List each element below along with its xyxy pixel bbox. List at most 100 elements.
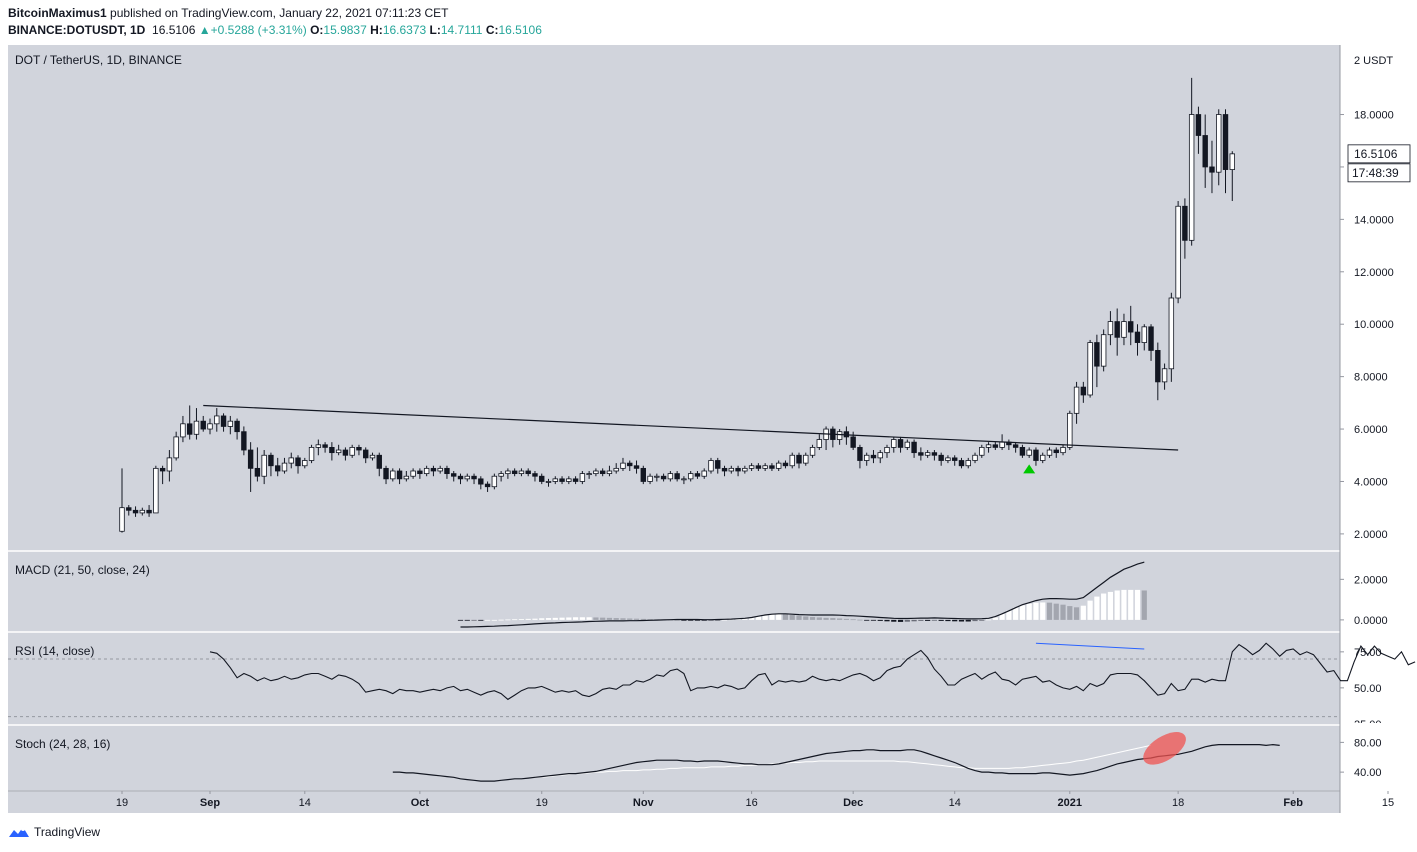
candle-body [545, 481, 552, 483]
candle [552, 476, 558, 485]
candle [1060, 444, 1066, 456]
candle-body [342, 449, 349, 456]
candle-body [979, 446, 985, 456]
brand-name: TradingView [34, 825, 101, 839]
macd-histogram-bar [457, 619, 464, 621]
macd-histogram-bar [1053, 603, 1059, 620]
candle [864, 452, 870, 466]
candle [423, 465, 430, 477]
candle-body [396, 470, 403, 480]
candle [322, 442, 328, 453]
candle-body [1175, 205, 1181, 299]
candle [329, 442, 335, 461]
macd-histogram-bar [803, 616, 809, 620]
candle [904, 439, 911, 451]
candle-body [579, 473, 586, 482]
candle-body [234, 420, 240, 433]
time-tick-label: 15 [1382, 797, 1394, 809]
candle [809, 444, 816, 458]
candle [227, 415, 234, 435]
candle-body [1100, 334, 1107, 367]
candle-body [349, 446, 355, 456]
candle-body [742, 467, 748, 472]
candle [782, 460, 789, 469]
macd-histogram-bar [870, 619, 877, 621]
candle [369, 452, 376, 461]
candle-body [850, 436, 856, 448]
candle-body [1216, 114, 1222, 173]
candle-body [288, 457, 294, 464]
candle [139, 507, 146, 516]
macd-histogram-bar [735, 618, 741, 620]
candle-body [552, 478, 558, 482]
time-tick-label: 2021 [1058, 797, 1082, 809]
candle-body [451, 473, 457, 477]
candle [1040, 452, 1046, 464]
macd-pane-title: MACD (21, 50, close, 24) [15, 563, 150, 577]
time-tick-label: 18 [1172, 797, 1184, 809]
macd-histogram-bar [721, 619, 728, 621]
candle-body [457, 475, 464, 480]
macd-histogram-bar [1013, 607, 1019, 620]
candle [193, 408, 200, 440]
macd-histogram-bar [985, 619, 992, 621]
candle-body [146, 509, 152, 514]
candle-body [1094, 342, 1100, 367]
macd-histogram-bar [532, 618, 538, 620]
candle-body [1141, 326, 1147, 343]
author-name[interactable]: BitcoinMaximus1 [8, 6, 107, 20]
last-price-tag-label: 16.5106 [1354, 147, 1398, 161]
candle [762, 463, 768, 471]
macd-histogram-bar [904, 619, 910, 622]
candle-body [924, 452, 931, 456]
candle-body [1134, 331, 1141, 343]
candle [1155, 342, 1161, 401]
macd-histogram-bar [681, 619, 687, 621]
candle-body [173, 436, 179, 459]
macd-histogram-bar [796, 615, 802, 620]
candle-body [1073, 386, 1080, 414]
candle [586, 470, 592, 479]
macd-histogram-bar [925, 619, 931, 621]
candle [335, 444, 342, 456]
candle [606, 465, 613, 477]
candle [356, 444, 362, 456]
candle [633, 460, 640, 474]
macd-histogram-bar [491, 619, 497, 621]
candle [444, 465, 450, 479]
candle [1222, 109, 1229, 194]
macd-histogram-bar [525, 618, 531, 620]
macd-histogram-bar [897, 619, 904, 622]
candle [647, 473, 653, 485]
close-label: C: [485, 23, 499, 37]
candle [1148, 324, 1154, 361]
candle [200, 415, 206, 432]
candle-body [281, 462, 288, 472]
candle-body [816, 439, 823, 448]
macd-histogram-bar [1134, 589, 1141, 620]
tradingview-logo[interactable]: TradingView [8, 825, 100, 839]
candle [207, 418, 213, 435]
candle-body [728, 467, 734, 472]
candle [992, 442, 999, 451]
candle-body [532, 473, 538, 477]
candle [816, 434, 823, 451]
candle [403, 470, 410, 482]
candle [979, 444, 985, 458]
candle-body [275, 465, 281, 472]
candle [288, 452, 294, 469]
candle-body [1060, 446, 1066, 454]
macd-histogram-bar [640, 618, 646, 620]
candle-body [864, 454, 870, 461]
candle [1134, 324, 1141, 356]
rsi-divergence-line [1035, 642, 1145, 650]
macd-histogram-bar [566, 617, 572, 620]
candle [220, 413, 227, 432]
candle [1114, 308, 1120, 356]
price-tick-label: 6.0000 [1354, 424, 1388, 436]
candle-body [674, 473, 680, 480]
candle [518, 468, 525, 477]
candle-body [681, 478, 687, 481]
candle [491, 473, 498, 490]
